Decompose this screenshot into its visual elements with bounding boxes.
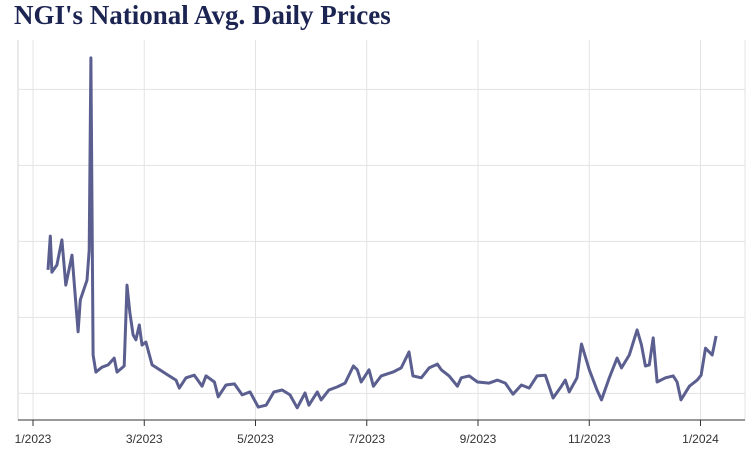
x-tick-label: 3/2023 bbox=[126, 432, 163, 446]
x-tick-label: 7/2023 bbox=[348, 432, 385, 446]
chart-title: NGI's National Avg. Daily Prices bbox=[14, 0, 391, 30]
x-tick-label: 9/2023 bbox=[460, 432, 497, 446]
price-line bbox=[46, 56, 718, 410]
x-tick-label: 5/2023 bbox=[237, 432, 274, 446]
x-tick-label: 11/2023 bbox=[568, 432, 611, 446]
x-tick-label: 1/2023 bbox=[15, 432, 52, 446]
x-tick-label: 1/2024 bbox=[682, 432, 719, 446]
